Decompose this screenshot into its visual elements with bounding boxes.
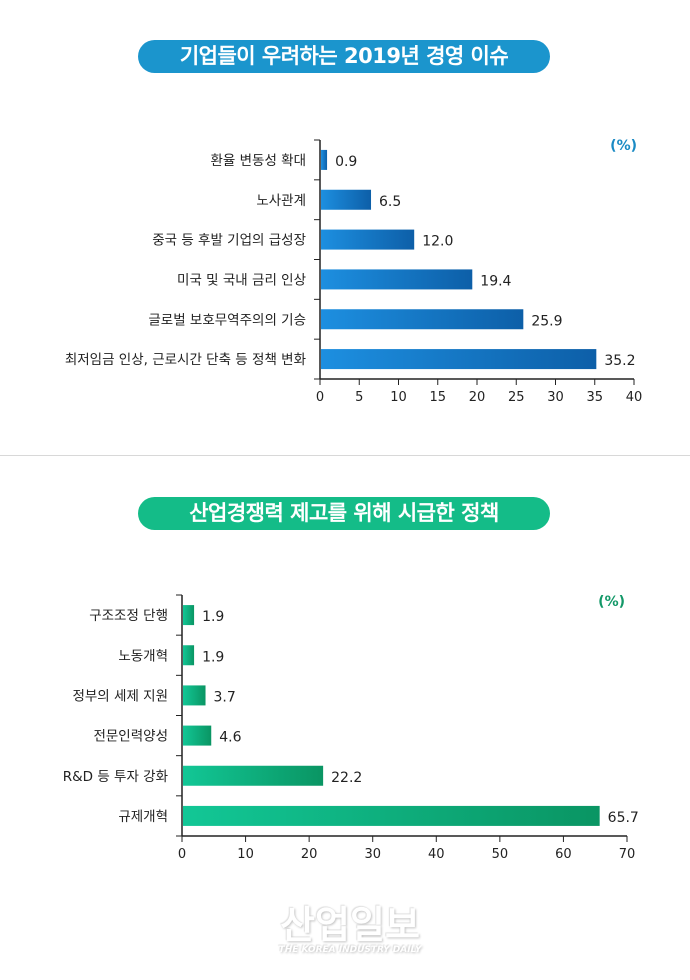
x-tick-label: 10 — [237, 847, 254, 862]
data-label: 0.9 — [335, 154, 357, 170]
x-tick-label: 0 — [316, 390, 324, 405]
unit-label: (%) — [598, 594, 625, 610]
x-tick-label: 10 — [390, 390, 407, 405]
x-tick-label: 60 — [555, 847, 572, 862]
category-label: 환율 변동성 확대 — [210, 153, 306, 169]
bar — [183, 765, 324, 786]
category-label: 구조조정 단행 — [89, 608, 168, 624]
chart1-title: 기업들이 우려하는 2019년 경영 이슈 — [138, 40, 550, 73]
category-label: 최저임금 인상, 근로시간 단축 등 정책 변화 — [65, 352, 306, 368]
x-tick-label: 25 — [508, 390, 525, 405]
x-tick-label: 20 — [301, 847, 318, 862]
category-label: 미국 및 국내 금리 인상 — [177, 272, 306, 288]
x-tick-label: 20 — [469, 390, 486, 405]
x-tick-label: 0 — [178, 847, 186, 862]
category-label: 정부의 세제 지원 — [72, 688, 168, 704]
bar — [321, 229, 415, 250]
bar — [321, 269, 473, 290]
x-tick-label: 30 — [547, 390, 564, 405]
bar — [321, 189, 372, 210]
data-label: 25.9 — [531, 313, 562, 329]
data-label: 22.2 — [331, 770, 362, 786]
x-tick-label: 50 — [492, 847, 509, 862]
x-tick-label: 35 — [586, 390, 603, 405]
bar — [183, 805, 600, 826]
bar — [183, 645, 195, 666]
category-label: 규제개혁 — [118, 809, 168, 825]
x-tick-label: 15 — [429, 390, 446, 405]
unit-label: (%) — [610, 138, 637, 154]
bar — [183, 685, 206, 706]
data-label: 19.4 — [480, 273, 511, 289]
x-tick-label: 30 — [364, 847, 381, 862]
data-label: 12.0 — [422, 234, 453, 250]
data-label: 6.5 — [379, 194, 401, 210]
data-label: 4.6 — [219, 730, 241, 746]
chart2-title: 산업경쟁력 제고를 위해 시급한 정책 — [138, 497, 550, 530]
category-label: 노사관계 — [256, 193, 306, 209]
bar — [183, 725, 212, 746]
x-tick-label: 40 — [428, 847, 445, 862]
data-label: 35.2 — [604, 353, 635, 369]
x-tick-label: 70 — [619, 847, 636, 862]
x-tick-label: 40 — [626, 390, 643, 405]
bar — [183, 605, 195, 626]
category-label: 중국 등 후발 기업의 급성장 — [152, 233, 306, 249]
category-label: 전문인력양성 — [93, 729, 168, 745]
data-label: 3.7 — [214, 689, 236, 705]
category-label: 글로벌 보호무역주의의 기승 — [148, 312, 306, 328]
bar — [321, 149, 328, 170]
data-label: 1.9 — [202, 609, 224, 625]
x-tick-label: 5 — [355, 390, 363, 405]
section-divider — [0, 455, 690, 456]
category-label: R&D 등 투자 강화 — [63, 769, 168, 785]
category-label: 노동개혁 — [118, 648, 168, 664]
data-label: 1.9 — [202, 649, 224, 665]
bar — [321, 309, 524, 330]
watermark-logo: 산업일보 THE KOREA INDUSTRY DAILY — [278, 903, 422, 955]
data-label: 65.7 — [608, 810, 639, 826]
bar — [321, 349, 597, 370]
